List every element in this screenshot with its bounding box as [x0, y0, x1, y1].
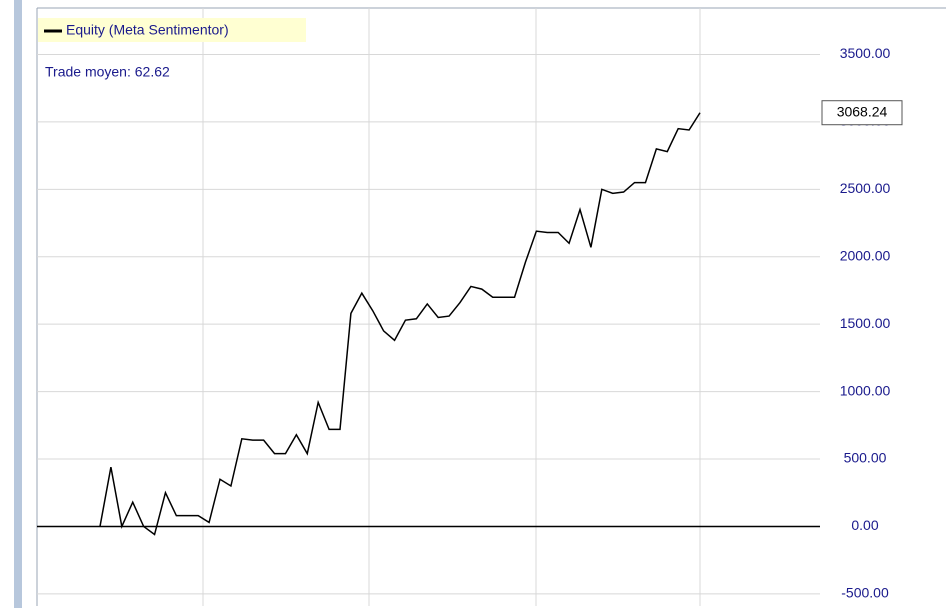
y-tick-label: 0.00	[851, 517, 878, 533]
window-edge	[14, 0, 22, 608]
annotation: Trade moyen: 62.62	[45, 64, 170, 80]
y-tick-label: 500.00	[844, 450, 887, 466]
y-tick-label: -500.00	[841, 585, 889, 601]
last-value-label: 3068.24	[837, 103, 888, 119]
last-value-box	[821, 100, 903, 126]
y-tick-label: 1500.00	[840, 315, 891, 331]
y-tick-label: 2000.00	[840, 247, 891, 263]
y-tick-label: 3500.00	[840, 45, 891, 61]
y-tick-label: 1000.00	[840, 382, 891, 398]
vertical-grid	[202, 8, 701, 606]
legend-box	[38, 18, 306, 42]
y-tick-label: 2500.00	[840, 180, 891, 196]
legend-label: Equity (Meta Sentimentor)	[66, 22, 229, 38]
equity-line	[99, 112, 701, 536]
